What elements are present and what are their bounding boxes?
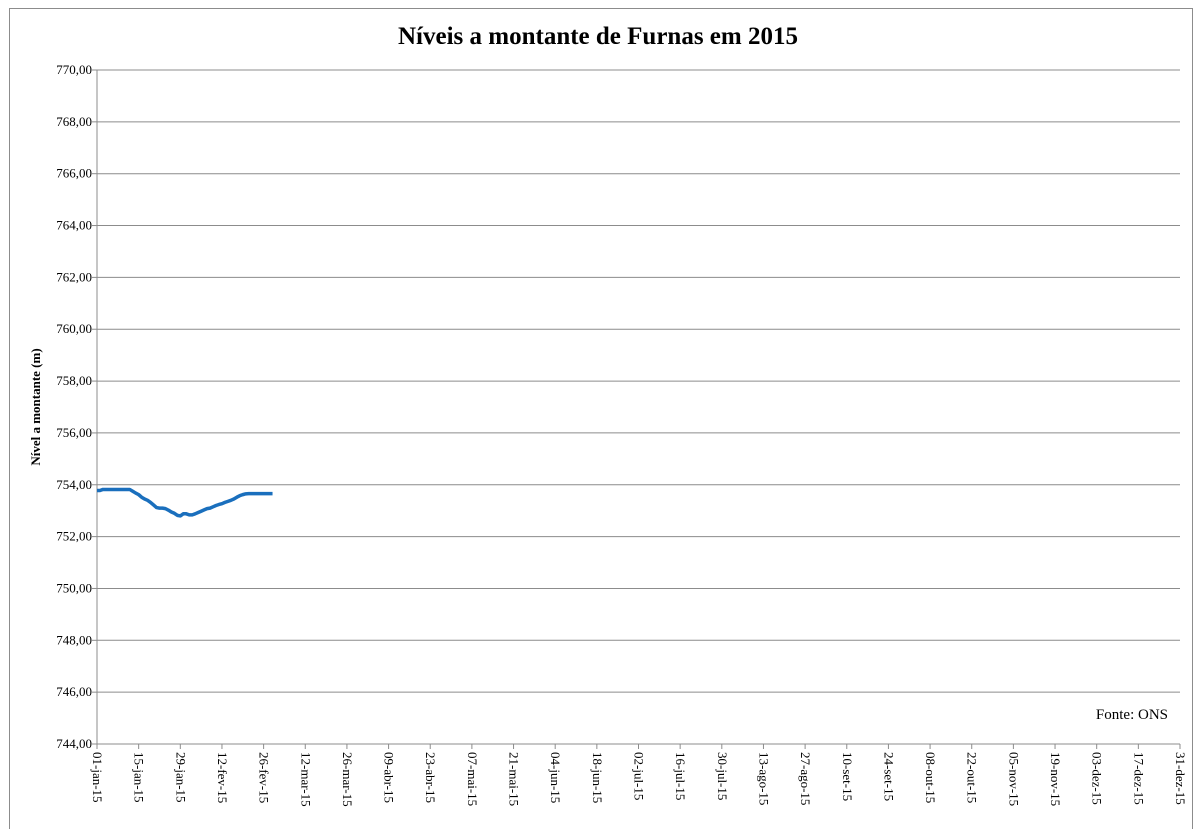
y-tick-label: 754,00 bbox=[56, 477, 92, 492]
annotation: Fonte: ONS bbox=[1096, 707, 1168, 723]
y-tick-label: 744,00 bbox=[56, 736, 92, 751]
x-tick-label: 30-jul-15 bbox=[715, 752, 730, 800]
x-tick-label: 26-mar-15 bbox=[340, 752, 355, 807]
y-tick-label: 752,00 bbox=[56, 529, 92, 544]
x-tick-label: 02-jul-15 bbox=[632, 752, 647, 800]
x-tick-label: 04-jun-15 bbox=[548, 752, 563, 803]
x-tick-label: 12-fev-15 bbox=[215, 752, 230, 803]
y-tick-label: 758,00 bbox=[56, 373, 92, 388]
y-tick-label: 750,00 bbox=[56, 580, 92, 595]
y-tick-label: 760,00 bbox=[56, 321, 92, 336]
y-tick-label: 770,00 bbox=[56, 62, 92, 77]
chart-title: Níveis a montante de Furnas em 2015 bbox=[398, 23, 798, 50]
chart-border bbox=[9, 8, 1193, 829]
x-tick-label: 19-nov-15 bbox=[1048, 752, 1063, 806]
x-tick-label: 15-jan-15 bbox=[132, 752, 147, 803]
y-tick-label: 756,00 bbox=[56, 425, 92, 440]
data-line bbox=[97, 487, 273, 518]
y-tick-label: 766,00 bbox=[56, 166, 92, 181]
x-tick-label: 21-mai-15 bbox=[507, 752, 522, 806]
x-tick-label: 09-abr-15 bbox=[382, 752, 397, 803]
x-tick-label: 12-mar-15 bbox=[298, 752, 313, 807]
x-tick-label: 07-mai-15 bbox=[465, 752, 480, 806]
x-tick-label: 24-set-15 bbox=[881, 752, 896, 801]
x-tick-label: 31-dez-15 bbox=[1173, 752, 1188, 805]
x-tick-label: 23-abr-15 bbox=[423, 752, 438, 803]
x-tick-label: 08-out-15 bbox=[923, 752, 938, 803]
x-tick-label: 22-out-15 bbox=[965, 752, 980, 803]
x-tick-label: 17-dez-15 bbox=[1131, 752, 1146, 805]
x-tick-label: 13-ago-15 bbox=[756, 752, 771, 805]
y-tick-label: 764,00 bbox=[56, 218, 92, 233]
y-tick-label: 748,00 bbox=[56, 632, 92, 647]
x-tick-label: 03-dez-15 bbox=[1090, 752, 1105, 805]
x-tick-label: 10-set-15 bbox=[840, 752, 855, 801]
y-tick-label: 762,00 bbox=[56, 269, 92, 284]
y-axis-label: Nível a montante (m) bbox=[28, 348, 43, 465]
x-tick-label: 18-jun-15 bbox=[590, 752, 605, 803]
y-tick-label: 746,00 bbox=[56, 684, 92, 699]
x-tick-label: 29-jan-15 bbox=[173, 752, 188, 803]
x-tick-label: 26-fev-15 bbox=[257, 752, 272, 803]
x-tick-label: 01-jan-15 bbox=[90, 752, 105, 803]
y-tick-label: 768,00 bbox=[56, 114, 92, 129]
x-tick-label: 05-nov-15 bbox=[1006, 752, 1021, 806]
x-tick-label: 16-jul-15 bbox=[673, 752, 688, 800]
x-tick-label: 27-ago-15 bbox=[798, 752, 813, 805]
